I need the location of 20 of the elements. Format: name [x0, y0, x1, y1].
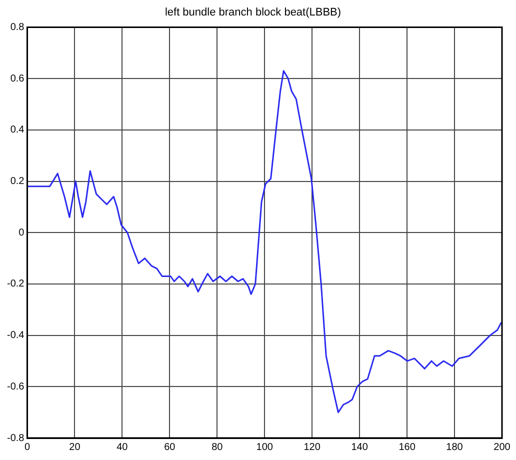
- x-tick-label: 120: [304, 442, 321, 453]
- chart-title: left bundle branch block beat(LBBB): [164, 6, 342, 19]
- y-tick-label: 0.6: [10, 73, 25, 84]
- y-tick-label: 0.8: [10, 22, 25, 33]
- y-tick-label: -0.4: [6, 330, 25, 342]
- x-tick-label: 60: [164, 442, 176, 453]
- y-tick-label: 0.4: [10, 124, 25, 136]
- x-tick-label: 180: [446, 442, 464, 453]
- y-tick-label: 0: [18, 227, 25, 238]
- y-tick-label: -0.8: [6, 432, 25, 444]
- x-tick-label: 160: [398, 442, 416, 453]
- y-tick-label: 0.2: [10, 176, 25, 187]
- y-tick-label: -0.2: [6, 278, 25, 290]
- x-tick-label: 20: [69, 442, 81, 453]
- x-tick-label: 200: [494, 442, 511, 453]
- y-tick-label: -0.6: [6, 381, 25, 392]
- x-tick-label: 80: [212, 442, 224, 453]
- x-tick-label: 140: [351, 442, 368, 453]
- x-tick-label: 40: [116, 442, 128, 453]
- x-tick-label: 100: [256, 442, 274, 453]
